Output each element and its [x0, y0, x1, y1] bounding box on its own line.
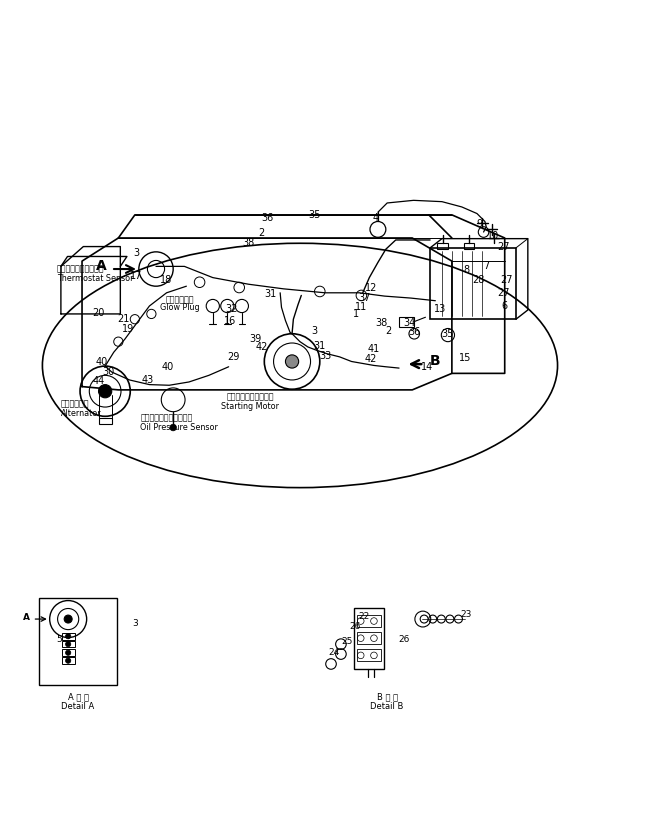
- Text: 3: 3: [312, 326, 318, 336]
- Text: 4: 4: [373, 213, 379, 223]
- Text: サーモスタットセンサ: サーモスタットセンサ: [57, 264, 105, 273]
- Text: 37: 37: [358, 293, 370, 303]
- Text: 3: 3: [132, 619, 138, 628]
- Bar: [399, 317, 414, 327]
- Text: 27: 27: [497, 287, 509, 298]
- Bar: [354, 609, 384, 669]
- Text: 10: 10: [487, 231, 499, 241]
- Text: スターティングモータ: スターティングモータ: [226, 392, 274, 401]
- Text: 11: 11: [354, 302, 367, 312]
- Text: 18: 18: [160, 274, 172, 285]
- Text: 24: 24: [329, 648, 340, 657]
- Text: 2: 2: [386, 326, 392, 336]
- Text: 43: 43: [142, 375, 155, 385]
- Text: 39: 39: [249, 334, 261, 344]
- Text: 42: 42: [256, 342, 268, 352]
- Text: 27: 27: [497, 241, 509, 252]
- Bar: [430, 248, 516, 319]
- Circle shape: [64, 615, 72, 623]
- Circle shape: [65, 634, 71, 638]
- Circle shape: [65, 650, 71, 655]
- Text: 16: 16: [224, 316, 236, 325]
- Text: 40: 40: [96, 357, 108, 367]
- Text: 2: 2: [258, 228, 265, 239]
- Text: Detail B: Detail B: [370, 702, 404, 710]
- Text: 8: 8: [464, 265, 470, 275]
- Circle shape: [170, 425, 176, 431]
- Text: 27: 27: [500, 274, 512, 285]
- Text: 17: 17: [130, 271, 143, 282]
- Bar: [464, 243, 474, 249]
- Text: 1: 1: [353, 309, 359, 319]
- Circle shape: [65, 658, 71, 663]
- Text: 3: 3: [133, 248, 139, 259]
- Bar: [99, 418, 112, 425]
- Text: 28: 28: [472, 274, 484, 285]
- Bar: [39, 598, 117, 685]
- Text: 41: 41: [368, 344, 380, 354]
- Text: B 詳 細: B 詳 細: [376, 692, 398, 701]
- Bar: [61, 641, 75, 648]
- Text: 25: 25: [342, 637, 353, 646]
- Text: 5: 5: [56, 635, 62, 644]
- Text: 31: 31: [314, 340, 326, 350]
- Text: 15: 15: [459, 353, 472, 363]
- Text: 33: 33: [320, 350, 332, 360]
- Text: 21: 21: [117, 314, 129, 325]
- Text: Glow Plug: Glow Plug: [160, 303, 200, 312]
- Bar: [358, 615, 380, 627]
- Circle shape: [65, 642, 71, 647]
- Text: 7: 7: [483, 261, 490, 272]
- Text: Thermostat Sensor: Thermostat Sensor: [57, 273, 133, 282]
- Text: 23: 23: [461, 610, 472, 619]
- Text: 36: 36: [409, 327, 421, 338]
- Text: B: B: [430, 354, 440, 368]
- Circle shape: [286, 355, 298, 368]
- Text: Oil Pressure Sensor: Oil Pressure Sensor: [140, 423, 218, 432]
- Text: Detail A: Detail A: [61, 702, 95, 710]
- Text: 26: 26: [350, 622, 361, 631]
- Bar: [61, 649, 75, 656]
- Text: Alternator: Alternator: [61, 409, 101, 417]
- Bar: [61, 633, 75, 639]
- Text: 26: 26: [398, 635, 410, 644]
- Text: オルタネータ: オルタネータ: [61, 399, 89, 408]
- Text: 22: 22: [358, 612, 370, 621]
- Text: グロープラグ: グロープラグ: [166, 295, 194, 304]
- Text: 29: 29: [227, 352, 240, 362]
- Text: 34: 34: [403, 317, 415, 328]
- Text: 36: 36: [261, 213, 273, 223]
- Text: 35: 35: [442, 329, 454, 339]
- Text: 38: 38: [376, 317, 388, 328]
- Text: 32: 32: [226, 304, 238, 315]
- Text: 20: 20: [93, 307, 105, 318]
- Bar: [358, 649, 380, 662]
- Text: A 詳 細: A 詳 細: [67, 692, 89, 701]
- Text: A: A: [23, 613, 30, 622]
- Bar: [438, 243, 448, 249]
- Text: 30: 30: [103, 367, 115, 377]
- Text: オイルプレッシャセンサ: オイルプレッシャセンサ: [140, 414, 192, 423]
- Text: 9: 9: [477, 219, 483, 229]
- Text: 6: 6: [501, 301, 507, 311]
- Text: 12: 12: [364, 282, 377, 292]
- Text: A: A: [97, 259, 107, 273]
- Text: 35: 35: [308, 210, 321, 220]
- Bar: [61, 657, 75, 664]
- Text: 31: 31: [264, 289, 276, 299]
- Text: 42: 42: [364, 354, 377, 363]
- Text: Starting Motor: Starting Motor: [221, 402, 280, 411]
- Circle shape: [99, 385, 112, 398]
- Text: 44: 44: [93, 376, 105, 386]
- Text: 14: 14: [421, 362, 433, 372]
- Text: 19: 19: [122, 324, 135, 335]
- Bar: [358, 632, 380, 644]
- Text: 40: 40: [161, 363, 173, 373]
- Text: 38: 38: [242, 238, 254, 249]
- Text: 13: 13: [434, 304, 446, 315]
